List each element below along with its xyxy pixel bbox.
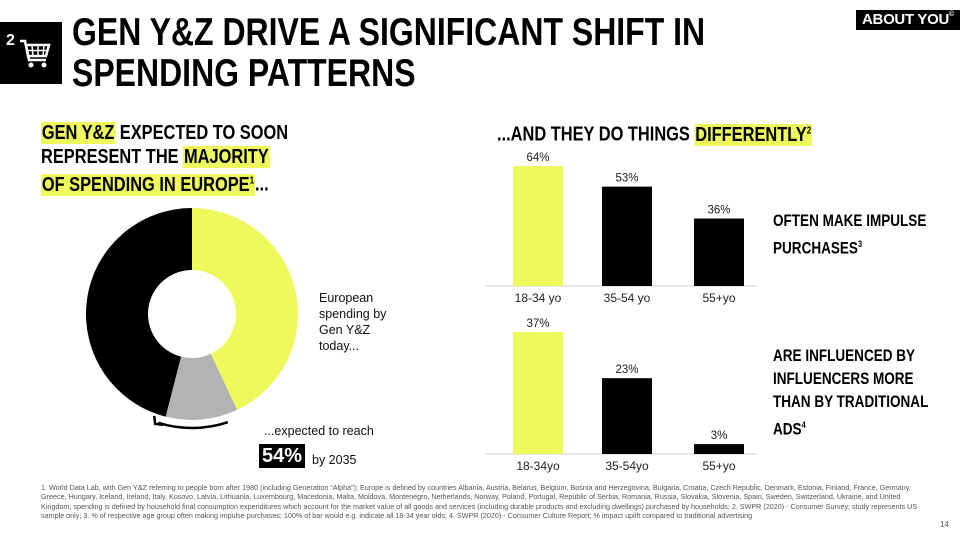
left-subtitle: GEN Y&Z EXPECTED TO SOON REPRESENT THE M…: [41, 122, 336, 197]
footnote: 1. World Data Lab, with Gen Y&Z referrin…: [41, 483, 918, 521]
influencer-note: ARE INFLUENCED BY INFLUENCERS MORE THAN …: [773, 347, 929, 439]
influencer-category-label-2: 35-54yo: [605, 459, 649, 473]
page-title: GEN Y&Z DRIVE A SIGNIFICANT SHIFT IN SPE…: [72, 12, 712, 94]
left-subtitle-highlight-1: GEN Y&Z: [41, 122, 116, 144]
influencer-bar-2: [602, 378, 652, 454]
bar-charts: 64% 18-34 yo 53% 35-54 yo 36% 55+yo 37% 18-34yo…: [485, 152, 757, 473]
page-title-line-2: SPENDING PATTERNS: [72, 52, 416, 95]
growth-arrow-head: [152, 415, 164, 427]
left-subtitle-highlight-3: OF SPENDING IN EUROPE1: [41, 173, 255, 196]
impulse-category-label-2: 35-54 yo: [604, 291, 651, 305]
influencer-note-footnote-ref: 4: [801, 420, 806, 430]
page-number: 14: [940, 520, 949, 529]
right-subtitle-highlight: DIFFERENTLY2: [694, 123, 813, 146]
influencer-value-label-3: 3%: [711, 430, 728, 442]
donut-label: European spending by Gen Y&Z today...: [319, 291, 387, 353]
section-badge: 2: [0, 22, 62, 84]
impulse-category-label-1: 18-34 yo: [515, 291, 562, 305]
page-title-line-1: GEN Y&Z DRIVE A SIGNIFICANT SHIFT IN: [72, 11, 706, 54]
brand-logo-text: ABOUT YOU: [862, 11, 950, 28]
donut-slice-3: [86, 208, 192, 417]
impulse-value-label-3: 36%: [707, 205, 730, 217]
donut-chart: [86, 208, 298, 430]
impulse-value-label-1: 64%: [526, 152, 549, 164]
reach-year: by 2035: [312, 453, 357, 467]
influencer-category-label-3: 55+yo: [702, 459, 735, 473]
brand-logo-mark: ©: [949, 11, 954, 18]
left-subtitle-text-2: REPRESENT THE: [41, 145, 184, 168]
right-subtitle-text: ...AND THEY DO THINGS: [497, 123, 695, 146]
impulse-bar-3: [694, 218, 744, 286]
impulse-category-label-3: 55+yo: [702, 291, 735, 305]
impulse-bar-2: [602, 186, 652, 286]
influencer-value-label-2: 23%: [615, 364, 638, 376]
reach-text: ...expected to reach: [264, 424, 374, 438]
section-number: 2: [6, 32, 15, 49]
impulse-bar-1: [513, 166, 563, 286]
influencer-value-label-1: 37%: [526, 318, 549, 330]
influencer-bar-1: [513, 332, 563, 454]
impulse-note-footnote-ref: 3: [857, 239, 863, 249]
impulse-note: OFTEN MAKE IMPULSE PURCHASES3: [773, 212, 927, 258]
shopping-cart-icon: [20, 39, 51, 68]
influencer-category-label-1: 18-34yo: [516, 459, 560, 473]
right-subtitle-footnote-ref: 2: [806, 125, 812, 136]
left-subtitle-footnote-ref: 1: [249, 175, 255, 186]
impulse-value-label-2: 53%: [615, 173, 638, 185]
donut-slice-1: [192, 208, 298, 410]
growth-arrow: [157, 421, 229, 430]
left-subtitle-text-1: EXPECTED TO SOON: [115, 122, 289, 144]
right-subtitle: ...AND THEY DO THINGS DIFFERENTLY2: [497, 118, 841, 148]
reach-percentage: 54%: [259, 444, 306, 468]
influencer-bar-3: [694, 444, 744, 454]
left-subtitle-text-3: ...: [254, 173, 269, 196]
left-subtitle-highlight-2: MAJORITY: [183, 145, 270, 168]
donut-slice-2: [165, 353, 238, 420]
brand-logo: ABOUT YOU©: [856, 10, 960, 30]
